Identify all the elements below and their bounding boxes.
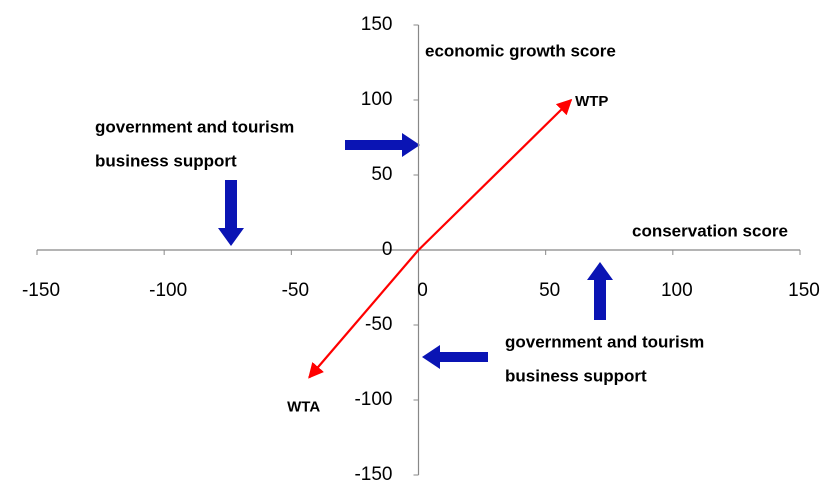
y-axis-label: economic growth score [425, 41, 616, 60]
vector [308, 249, 420, 379]
x-tick-label: 150 [788, 280, 820, 301]
arrow-left [422, 345, 488, 369]
y-tick-label: 150 [361, 14, 393, 35]
arrow-right [345, 133, 420, 157]
x-tick-label: -150 [22, 280, 60, 301]
x-axis-label: conservation score [632, 221, 788, 240]
y-tick-label: -150 [354, 464, 392, 480]
y-tick-label: 50 [371, 164, 392, 185]
annotation: government and tourism [505, 332, 704, 351]
arrow-down [218, 180, 244, 246]
y-tick-label: -50 [365, 314, 392, 335]
x-tick-label: -100 [149, 280, 187, 301]
vector-label: WTP [575, 93, 608, 110]
annotation: government and tourism [95, 117, 294, 136]
x-tick-label: 0 [417, 280, 428, 301]
vector [417, 98, 573, 251]
annotation: business support [505, 366, 647, 385]
annotation: business support [95, 151, 237, 170]
y-tick-label: 100 [361, 89, 393, 110]
y-tick-label: 0 [382, 239, 393, 260]
y-tick-label: -100 [354, 389, 392, 410]
blue-arrows [218, 133, 613, 369]
arrow-up [587, 262, 613, 320]
x-tick-label: 50 [539, 280, 560, 301]
vector-label: WTA [287, 398, 320, 415]
x-tick-label: -50 [282, 280, 309, 301]
x-tick-label: 100 [661, 280, 693, 301]
